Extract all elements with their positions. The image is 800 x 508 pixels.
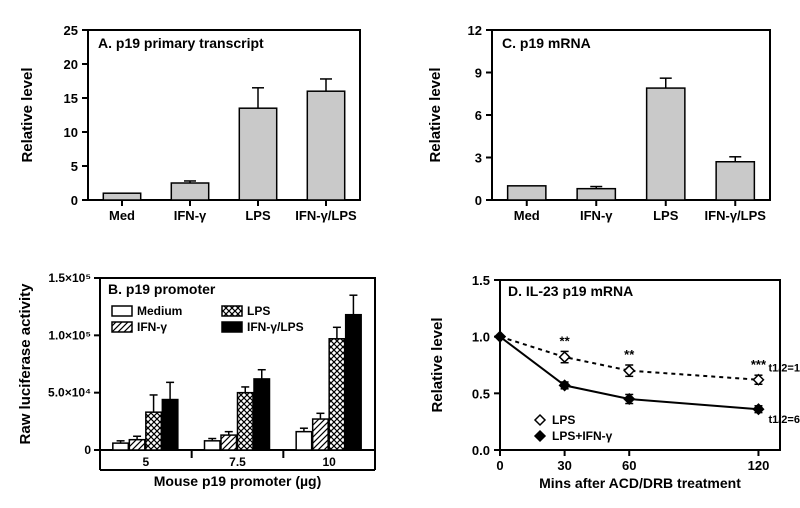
svg-text:0: 0 (496, 458, 503, 473)
svg-text:30: 30 (557, 458, 571, 473)
svg-text:9: 9 (475, 66, 482, 81)
svg-text:IFN-γ/LPS: IFN-γ/LPS (295, 208, 357, 223)
panel-d: 0.0 0.5 1.0 1.5 0 30 60 120 Relative level Mins a… (420, 260, 800, 500)
svg-text:LPS: LPS (653, 208, 679, 223)
svg-text:1.5: 1.5 (472, 273, 490, 288)
svg-text:1.0: 1.0 (472, 330, 490, 345)
svg-text:Medium: Medium (137, 304, 182, 318)
svg-text:LPS: LPS (247, 304, 270, 318)
svg-text:12: 12 (468, 23, 482, 38)
svg-text:Med: Med (514, 208, 540, 223)
svg-text:Mins after ACD/DRB treatment: Mins after ACD/DRB treatment (539, 475, 741, 491)
svg-text:IFN-γ: IFN-γ (580, 208, 613, 223)
svg-text:1.5×10⁵: 1.5×10⁵ (48, 271, 91, 285)
svg-text:5: 5 (142, 455, 149, 469)
panel-c-svg: 0 3 6 9 12 Relative level C. p19 mRNA Med IFN-γ L… (420, 10, 790, 240)
svg-text:25: 25 (64, 23, 78, 38)
svg-text:6: 6 (475, 108, 482, 123)
panel-a: 0 5 10 15 20 25 Relative level A. p19 primary t… (10, 10, 380, 240)
svg-text:B. p19 promoter: B. p19 promoter (108, 281, 216, 297)
svg-text:10: 10 (64, 125, 78, 140)
svg-text:LPS: LPS (245, 208, 271, 223)
svg-text:1.0×10⁵: 1.0×10⁵ (48, 328, 91, 342)
svg-text:**: ** (560, 333, 571, 348)
svg-text:7.5: 7.5 (229, 455, 246, 469)
svg-text:**: ** (624, 347, 635, 362)
svg-text:D. IL-23 p19 mRNA: D. IL-23 p19 mRNA (508, 283, 633, 299)
svg-text:LPS+IFN-γ: LPS+IFN-γ (552, 429, 613, 443)
svg-text:0.5: 0.5 (472, 386, 490, 401)
svg-text:0: 0 (71, 193, 78, 208)
svg-text:Relative level: Relative level (429, 317, 446, 412)
panel-d-svg: 0.0 0.5 1.0 1.5 0 30 60 120 Relative level Mins a… (420, 260, 800, 500)
svg-text:IFN-γ/LPS: IFN-γ/LPS (705, 208, 767, 223)
svg-text:5: 5 (71, 159, 78, 174)
svg-text:0: 0 (475, 193, 482, 208)
svg-text:IFN-γ/LPS: IFN-γ/LPS (247, 320, 304, 334)
svg-text:C. p19 mRNA: C. p19 mRNA (502, 35, 591, 51)
svg-text:0.0: 0.0 (472, 443, 490, 458)
svg-text:Med: Med (109, 208, 135, 223)
panel-a-svg: 0 5 10 15 20 25 Relative level A. p19 primary t… (10, 10, 380, 240)
svg-text:A. p19 primary transcript: A. p19 primary transcript (98, 35, 264, 51)
panel-b: 0 5.0×10⁴ 1.0×10⁵ 1.5×10⁵ Raw luciferase act… (10, 260, 390, 500)
svg-text:5.0×10⁴: 5.0×10⁴ (48, 386, 91, 400)
svg-text:t1/2=173 min: t1/2=173 min (768, 363, 800, 375)
svg-text:Relative level: Relative level (19, 67, 36, 162)
svg-text:20: 20 (64, 57, 78, 72)
svg-text:15: 15 (64, 91, 78, 106)
svg-text:120: 120 (748, 458, 770, 473)
svg-text:60: 60 (622, 458, 636, 473)
panel-c: 0 3 6 9 12 Relative level C. p19 mRNA Med IFN-γ L… (420, 10, 790, 240)
svg-text:0: 0 (84, 443, 91, 457)
svg-text:Raw luciferase activity: Raw luciferase activity (17, 283, 34, 445)
panel-b-svg: 0 5.0×10⁴ 1.0×10⁵ 1.5×10⁵ Raw luciferase act… (10, 260, 390, 500)
svg-text:***: *** (751, 357, 767, 372)
svg-text:IFN-γ: IFN-γ (174, 208, 207, 223)
svg-text:Mouse p19 promoter (µg): Mouse p19 promoter (µg) (154, 473, 322, 489)
svg-text:LPS: LPS (552, 413, 575, 427)
svg-text:Relative level: Relative level (427, 67, 444, 162)
svg-text:3: 3 (475, 151, 482, 166)
svg-text:10: 10 (322, 455, 336, 469)
svg-text:IFN-γ: IFN-γ (137, 320, 167, 334)
svg-text:t1/2=65 min: t1/2=65 min (768, 414, 800, 426)
